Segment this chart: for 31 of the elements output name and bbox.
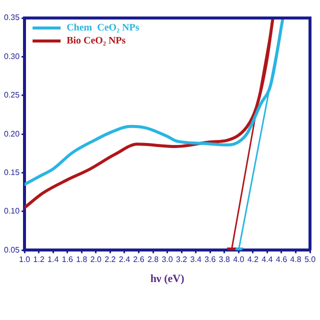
x-tick-label: 4.4 (262, 255, 274, 264)
x-tick-label: 1.0 (19, 255, 31, 264)
x-tick-label: 3.8 (218, 255, 230, 264)
x-tick-label: 2.6 (133, 255, 145, 264)
x-tick-label: 3.0 (162, 255, 174, 264)
x-tick-label: 4.6 (276, 255, 288, 264)
y-tick-label: 0.30 (4, 52, 20, 61)
x-tick-label: 4.2 (247, 255, 260, 264)
y-tick-label: 0.10 (4, 206, 20, 216)
x-tick-label: 1.4 (48, 255, 60, 264)
x-tick-label: 3.6 (204, 255, 216, 264)
x-tick-label: 1.6 (62, 255, 74, 264)
legend-label: Chem CeO₂ NPs (66, 22, 140, 34)
x-axis-title: hν (eV) (150, 273, 185, 286)
x-tick-label: 2.0 (90, 255, 102, 264)
y-tick-label: 0.35 (4, 13, 20, 22)
legend-label: Bio CeO₂ NPs (66, 36, 126, 47)
x-tick-label: 1.2 (33, 255, 45, 264)
y-tick-label: 0.05 (4, 245, 20, 254)
x-tick-label: 3.2 (176, 255, 188, 264)
x-tick-label: 2.4 (118, 255, 131, 264)
y-tick-label: 0.20 (4, 129, 20, 138)
x-tick-label: 1.8 (76, 255, 88, 264)
y-tick-label: 0.25 (4, 90, 20, 100)
x-tick-label: 5.0 (304, 255, 316, 264)
x-tick-label: 4.0 (233, 255, 245, 264)
x-tick-label: 2.8 (147, 255, 160, 264)
x-tick-label: 3.4 (190, 255, 202, 264)
x-tick-label: 2.2 (104, 255, 116, 264)
x-tick-label: 4.8 (290, 255, 302, 264)
y-tick-label: 0.15 (4, 168, 20, 178)
